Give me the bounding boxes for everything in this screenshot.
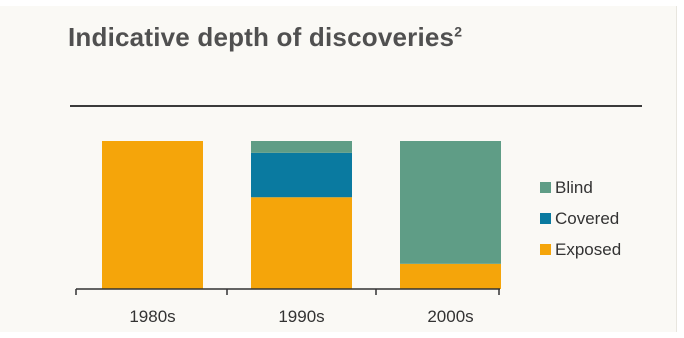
legend-label-exposed: Exposed bbox=[555, 240, 621, 259]
legend-swatch-covered bbox=[540, 213, 551, 224]
bar-2000s-exposed bbox=[400, 263, 501, 289]
chart-title: Indicative depth of discoveries2 bbox=[68, 22, 462, 53]
bar-2000s-blind bbox=[400, 141, 501, 264]
legend-swatch-blind bbox=[540, 182, 551, 193]
bar-1990s-blind bbox=[251, 141, 352, 153]
x-tick-label-1990s: 1990s bbox=[278, 307, 324, 326]
chart-title-superscript: 2 bbox=[454, 23, 463, 40]
bar-1990s-exposed bbox=[251, 197, 352, 289]
legend-label-covered: Covered bbox=[555, 209, 619, 228]
legend-label-blind: Blind bbox=[555, 178, 593, 197]
x-tick-label-2000s: 2000s bbox=[427, 307, 473, 326]
legend-swatch-exposed bbox=[540, 244, 551, 255]
chart-title-text: Indicative depth of discoveries bbox=[68, 22, 455, 52]
bar-1980s-exposed bbox=[102, 141, 203, 289]
x-tick-label-1980s: 1980s bbox=[129, 307, 175, 326]
bar-1990s-covered bbox=[251, 152, 352, 198]
